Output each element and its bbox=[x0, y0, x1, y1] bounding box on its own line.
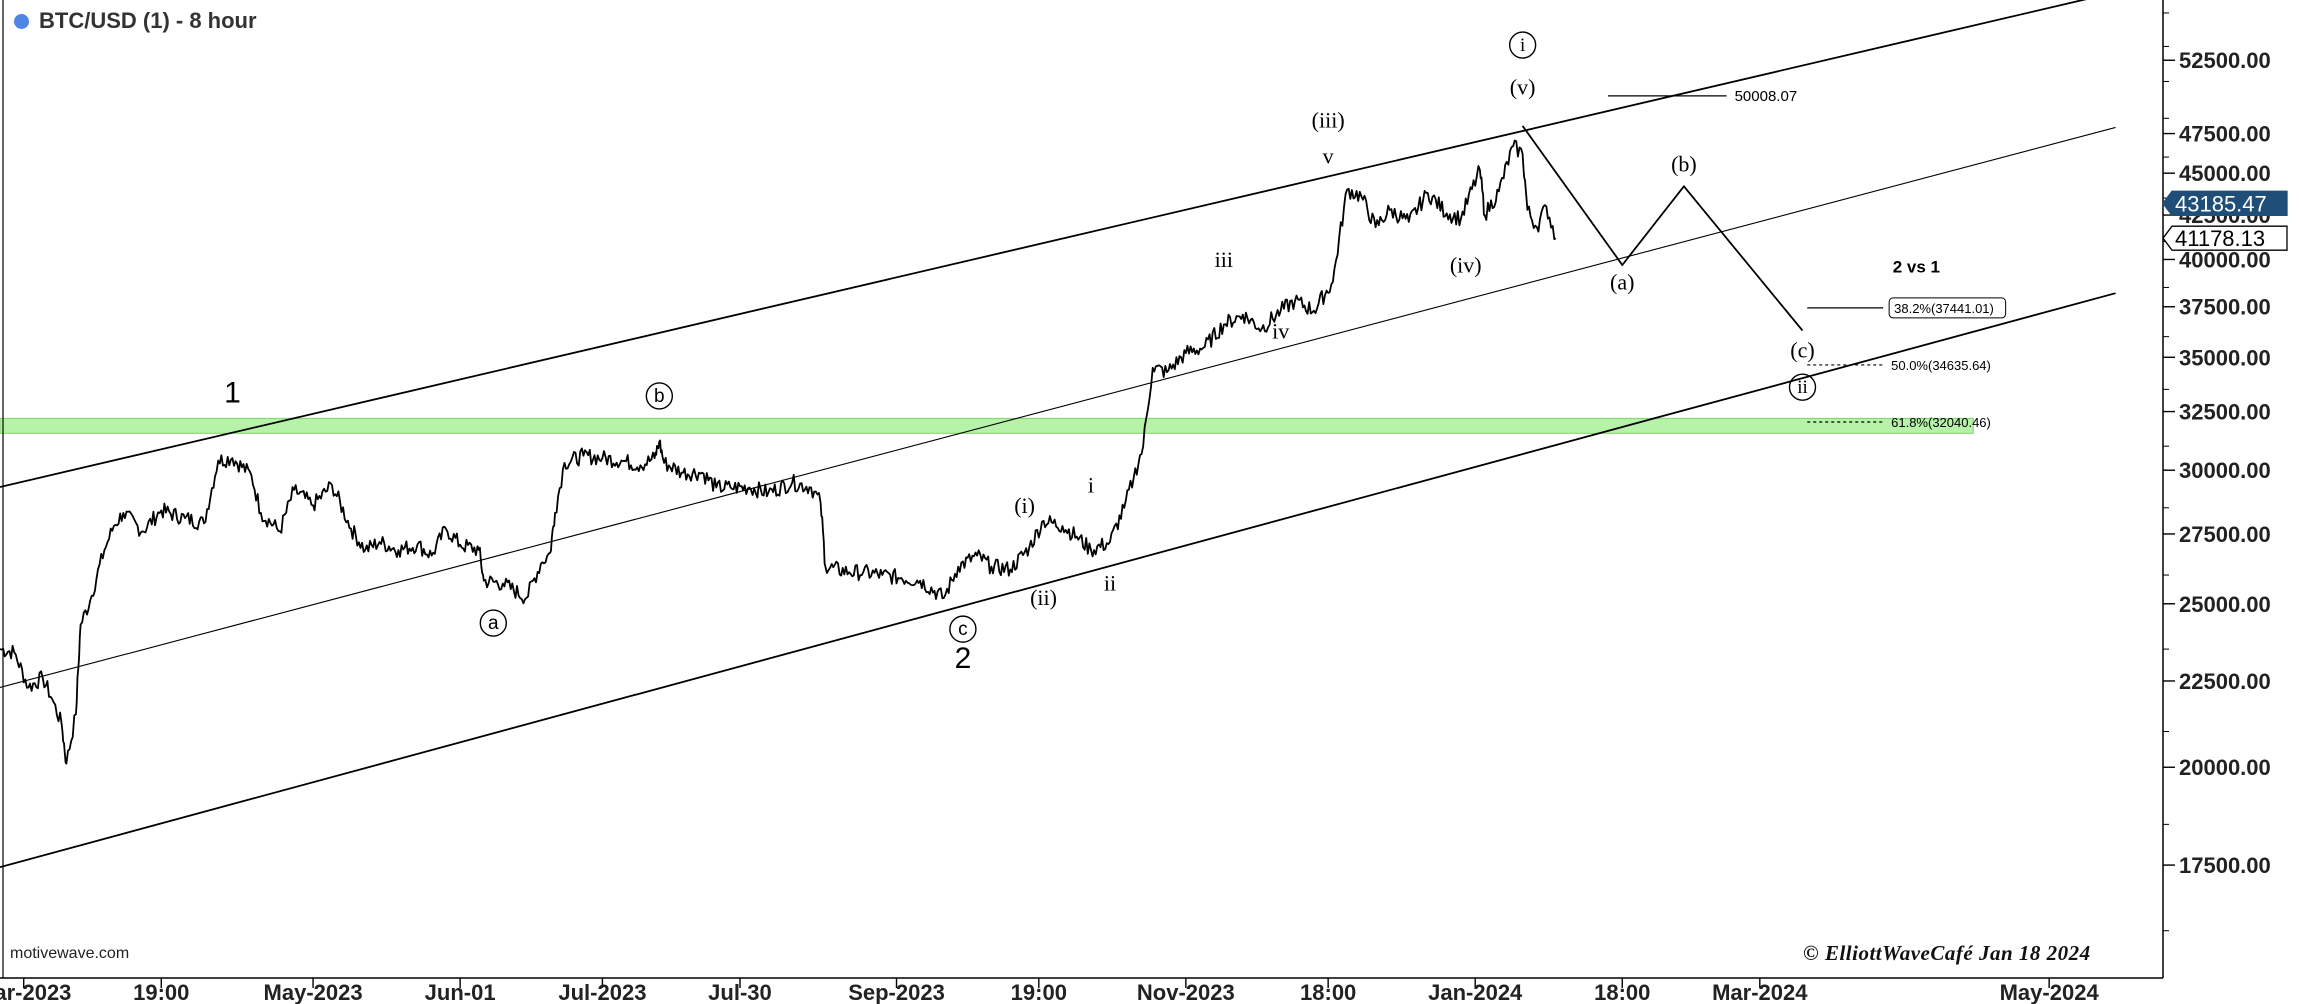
y-tick-label: 17500.00 bbox=[2179, 853, 2271, 878]
symbol-title[interactable]: BTC/USD (1) - 8 hour bbox=[39, 8, 257, 33]
wave-label: c bbox=[958, 619, 968, 640]
x-tick-label: Jun-01 bbox=[425, 980, 496, 1004]
y-tick-label: 22500.00 bbox=[2179, 669, 2271, 694]
wave-label-circle bbox=[949, 615, 977, 643]
x-tick-label: Mar-2023 bbox=[0, 980, 71, 1004]
x-tick-label: May-2024 bbox=[2000, 980, 2100, 1004]
symbol-status-dot bbox=[14, 13, 29, 29]
level-label: 61.8%(32040.46) bbox=[1891, 415, 1991, 430]
wave-label: (ii) bbox=[1030, 585, 1057, 610]
y-tick-label: 27500.00 bbox=[2179, 522, 2271, 547]
wave-label: (iii) bbox=[1312, 107, 1345, 132]
x-tick-label: May-2023 bbox=[264, 980, 363, 1004]
wave-label: (v) bbox=[1510, 75, 1536, 100]
y-tick-label: 32500.00 bbox=[2179, 400, 2271, 425]
level-label: 38.2%(37441.01) bbox=[1894, 301, 1994, 316]
channel-line-upper bbox=[0, 0, 2087, 488]
x-tick-label: Sep-2023 bbox=[848, 980, 945, 1004]
wave-label: (iv) bbox=[1450, 252, 1482, 277]
wave-label: (a) bbox=[1610, 269, 1634, 294]
current-price-tag[interactable] bbox=[2162, 190, 2288, 216]
level-label: 50.0%(34635.64) bbox=[1891, 358, 1991, 373]
wave-label: iv bbox=[1272, 319, 1289, 344]
x-tick-label: Jan-2024 bbox=[1428, 980, 1523, 1004]
wave-label: 2 vs 1 bbox=[1893, 257, 1940, 276]
x-tick-label: 19:00 bbox=[1011, 980, 1067, 1004]
wave-label-circle bbox=[1508, 31, 1537, 59]
level-label: 50008.07 bbox=[1735, 88, 1798, 105]
y-tick-label: 25000.00 bbox=[2179, 592, 2271, 617]
price-series-line bbox=[0, 139, 1557, 765]
source-label[interactable]: motivewave.com bbox=[10, 945, 130, 962]
wave-label: i bbox=[1520, 35, 1525, 56]
level-label-box bbox=[1888, 297, 2007, 319]
x-tick-label: Mar-2024 bbox=[1712, 980, 1808, 1004]
last-close-value: 41178.13 bbox=[2175, 226, 2265, 251]
wave-label-circle bbox=[645, 382, 674, 410]
x-tick-label: 18:00 bbox=[1300, 980, 1356, 1004]
current-price-value: 43185.47 bbox=[2175, 191, 2267, 216]
x-tick-label: Nov-2023 bbox=[1137, 980, 1235, 1004]
wave-label: i bbox=[1088, 473, 1094, 498]
wave-label: (b) bbox=[1671, 152, 1697, 177]
x-tick-label: 18:00 bbox=[1594, 980, 1650, 1004]
wave-label: ii bbox=[1104, 571, 1116, 596]
channel-line-lower bbox=[0, 292, 2116, 869]
last-close-tag[interactable] bbox=[2162, 225, 2288, 251]
y-tick-label: 52500.00 bbox=[2179, 48, 2271, 73]
projection-path bbox=[1521, 125, 1804, 332]
wave-label: iii bbox=[1215, 247, 1233, 272]
x-tick-label: Jul-2023 bbox=[558, 980, 646, 1004]
wave-label: a bbox=[488, 613, 499, 634]
wave-label: (i) bbox=[1014, 493, 1035, 518]
wave-label: (c) bbox=[1790, 337, 1814, 362]
wave-label: ii bbox=[1797, 377, 1808, 398]
y-tick-label: 35000.00 bbox=[2179, 345, 2271, 370]
y-tick-label: 45000.00 bbox=[2179, 161, 2271, 186]
wave-label: 2 bbox=[955, 642, 972, 675]
y-tick-label: 30000.00 bbox=[2179, 458, 2271, 483]
y-tick-label: 40000.00 bbox=[2179, 247, 2271, 272]
x-tick-label: Jul-30 bbox=[708, 980, 772, 1004]
wave-label-circle bbox=[1788, 373, 1817, 401]
x-tick-label: 19:00 bbox=[133, 980, 189, 1004]
wave-label: 1 bbox=[224, 377, 241, 410]
y-tick-label: 20000.00 bbox=[2179, 755, 2271, 780]
channel-line-middle bbox=[0, 126, 2116, 689]
chart-header: BTC/USD (1) - 8 hour bbox=[14, 8, 257, 34]
copyright-label: © ElliottWaveCafé Jan 18 2024 bbox=[1803, 941, 2091, 965]
wave-label-circle bbox=[479, 609, 508, 637]
y-tick-label: 37500.00 bbox=[2179, 295, 2271, 320]
wave-label: b bbox=[654, 386, 665, 407]
y-tick-label: 47500.00 bbox=[2179, 122, 2271, 147]
wave-label: v bbox=[1323, 143, 1334, 168]
